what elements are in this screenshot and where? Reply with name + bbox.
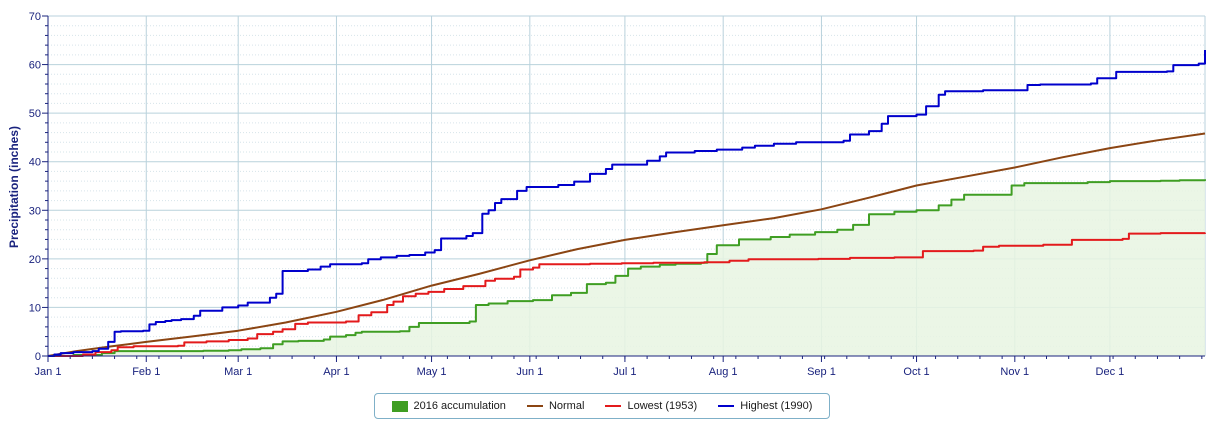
x-tick-label: Aug 1 [709,366,738,378]
x-tick-label: Nov 1 [1000,366,1029,378]
legend-label: Normal [548,400,585,412]
y-tick-label: 40 [29,157,41,169]
series-layer [47,50,1206,357]
x-tick-label: Mar 1 [224,366,252,378]
x-tick-label: Dec 1 [1096,366,1125,378]
y-axis-title: Precipitation (inches) [7,126,21,248]
x-tick-label: Feb 1 [132,366,160,378]
y-tick-label: 60 [29,60,41,72]
legend-swatch [605,405,622,407]
x-tick-label: May 1 [417,366,447,378]
legend-item-highest-1990[interactable]: Highest (1990) [718,400,812,412]
series-line-lowest-1953 [48,232,1206,357]
x-tick-label: Jun 1 [516,366,543,378]
chart-legend: 2016 accumulation Normal Lowest (1953) High… [374,393,830,419]
y-tick-label: 0 [35,351,41,363]
series-area-2016-accumulation [48,179,1205,356]
y-tick-label: 50 [29,108,41,120]
x-tick-label: Apr 1 [323,366,349,378]
y-tick-label: 20 [29,254,41,266]
legend-item-lowest-1953[interactable]: Lowest (1953) [605,400,697,412]
series-line-normal [47,132,1206,357]
legend-label: 2016 accumulation [413,400,506,412]
y-tick-label: 70 [29,11,41,23]
y-tick-label: 30 [29,205,41,217]
legend-swatch [526,405,543,407]
x-tick-label: Jul 1 [613,366,636,378]
legend-item-normal[interactable]: Normal [526,400,585,412]
axes-layer: 0 10 20 30 40 50 60 70 Jan 1 Feb 1 Mar 1 Apr 1 May 1… [29,11,1205,378]
y-tick-label: 10 [29,302,41,314]
series-line-highest-1990 [48,50,1206,357]
x-tick-label: Jan 1 [35,366,62,378]
legend-item-2016-accumulation[interactable]: 2016 accumulation [391,400,506,412]
legend-label: Lowest (1953) [627,400,698,412]
x-tick-label: Sep 1 [807,366,836,378]
minor-grid [48,25,1205,347]
series-line-2016-accumulation [48,179,1206,357]
legend-label: Highest (1990) [740,400,813,412]
x-tick-label: Oct 1 [903,366,929,378]
legend-swatch [391,400,408,412]
legend-swatch [718,405,735,407]
